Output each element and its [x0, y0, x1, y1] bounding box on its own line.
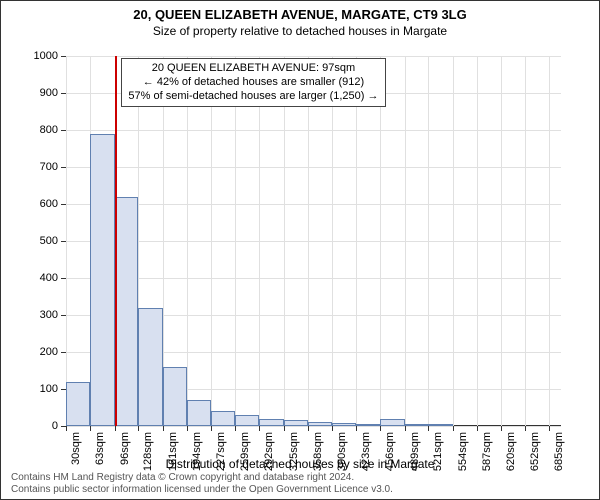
footer-line-2: Contains public sector information licen…	[11, 484, 393, 496]
x-tick	[235, 426, 236, 431]
x-tick	[549, 426, 550, 431]
histogram-bar	[90, 134, 114, 426]
x-tick	[356, 426, 357, 431]
gridline-h	[66, 130, 561, 131]
x-tick	[477, 426, 478, 431]
x-tick	[187, 426, 188, 431]
plot-area: 0100200300400500600700800900100030sqm63s…	[66, 56, 561, 426]
x-tick	[138, 426, 139, 431]
property-marker-line	[115, 56, 117, 426]
gridline-v	[187, 56, 188, 426]
x-tick	[284, 426, 285, 431]
gridline-v	[284, 56, 285, 426]
annotation-line-1: 20 QUEEN ELIZABETH AVENUE: 97sqm	[128, 62, 378, 76]
histogram-bar	[332, 423, 356, 426]
y-tick-label: 800	[40, 124, 58, 136]
x-tick	[453, 426, 454, 431]
gridline-v	[211, 56, 212, 426]
histogram-bar	[356, 424, 380, 426]
annotation-box: 20 QUEEN ELIZABETH AVENUE: 97sqm← 42% of…	[121, 58, 385, 107]
x-tick	[90, 426, 91, 431]
x-tick	[308, 426, 309, 431]
gridline-v	[259, 56, 260, 426]
annotation-line-3: 57% of semi-detached houses are larger (…	[128, 90, 378, 104]
y-tick-label: 200	[40, 346, 58, 358]
chart-subtitle: Size of property relative to detached ho…	[1, 22, 599, 38]
gridline-v	[356, 56, 357, 426]
gridline-v	[428, 56, 429, 426]
gridline-v	[405, 56, 406, 426]
x-tick	[259, 426, 260, 431]
histogram-bar	[284, 420, 308, 426]
gridline-v	[235, 56, 236, 426]
x-tick	[332, 426, 333, 431]
chart-title: 20, QUEEN ELIZABETH AVENUE, MARGATE, CT9…	[1, 1, 599, 22]
histogram-bar	[405, 424, 429, 426]
gridline-h	[66, 56, 561, 57]
annotation-line-2: ← 42% of detached houses are smaller (91…	[128, 76, 378, 90]
x-axis-label: Distribution of detached houses by size …	[1, 457, 599, 471]
x-tick	[525, 426, 526, 431]
gridline-v	[380, 56, 381, 426]
y-tick-label: 400	[40, 272, 58, 284]
gridline-h	[66, 167, 561, 168]
gridline-h	[66, 204, 561, 205]
gridline-v	[308, 56, 309, 426]
y-tick-label: 300	[40, 309, 58, 321]
histogram-bar	[187, 400, 211, 426]
chart-container: 20, QUEEN ELIZABETH AVENUE, MARGATE, CT9…	[0, 0, 600, 500]
y-tick-label: 700	[40, 161, 58, 173]
x-tick	[380, 426, 381, 431]
x-tick	[428, 426, 429, 431]
histogram-bar	[259, 419, 283, 426]
gridline-v	[549, 56, 550, 426]
histogram-bar	[211, 411, 235, 426]
histogram-bar	[163, 367, 187, 426]
x-tick	[405, 426, 406, 431]
histogram-bar	[138, 308, 162, 426]
x-tick	[211, 426, 212, 431]
gridline-h	[66, 278, 561, 279]
histogram-bar	[428, 424, 452, 426]
gridline-h	[66, 241, 561, 242]
y-tick-label: 1000	[34, 50, 58, 62]
y-tick-label: 100	[40, 383, 58, 395]
y-tick-label: 0	[52, 420, 58, 432]
histogram-bar	[380, 419, 404, 426]
y-tick-label: 900	[40, 87, 58, 99]
gridline-v	[477, 56, 478, 426]
histogram-bar	[308, 422, 332, 426]
histogram-bar	[66, 382, 90, 426]
histogram-bar	[115, 197, 139, 426]
gridline-v	[453, 56, 454, 426]
y-tick-label: 500	[40, 235, 58, 247]
x-tick	[163, 426, 164, 431]
x-tick	[66, 426, 67, 431]
gridline-h	[66, 426, 561, 427]
gridline-v	[525, 56, 526, 426]
gridline-v	[66, 56, 67, 426]
histogram-bar	[235, 415, 259, 426]
y-tick-label: 600	[40, 198, 58, 210]
footer-line-1: Contains HM Land Registry data © Crown c…	[11, 472, 393, 484]
x-tick	[501, 426, 502, 431]
x-tick	[115, 426, 116, 431]
gridline-v	[501, 56, 502, 426]
gridline-v	[332, 56, 333, 426]
footer-attribution: Contains HM Land Registry data © Crown c…	[11, 472, 393, 495]
